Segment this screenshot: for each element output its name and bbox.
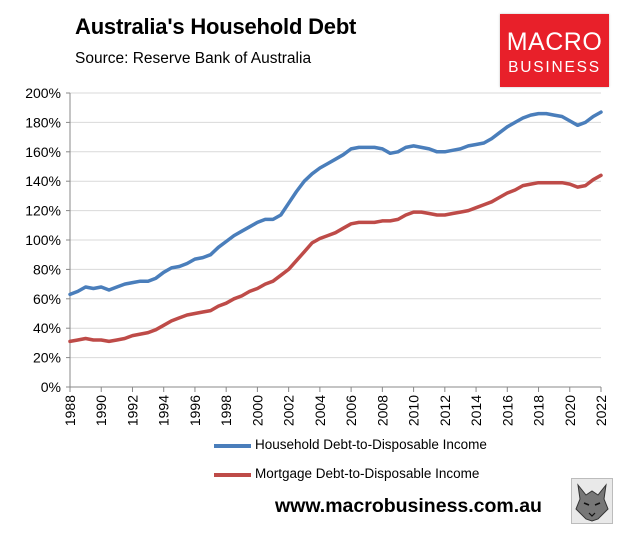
household-debt-line — [68, 110, 603, 297]
x-tick-label: 1990 — [93, 395, 109, 426]
wolf-logo-icon — [571, 478, 613, 524]
x-tick-label: 2002 — [281, 395, 297, 426]
series-lines — [68, 110, 603, 344]
macrobusiness-logo: MACRO BUSINESS — [500, 14, 609, 87]
x-tick-label: 2022 — [593, 395, 609, 426]
x-tick-label: 1996 — [187, 395, 203, 426]
x-tick-label: 2006 — [343, 395, 359, 426]
x-tick-label: 2004 — [312, 395, 328, 426]
logo-line-2: BUSINESS — [508, 59, 601, 76]
y-tick-label: 0% — [41, 379, 61, 395]
x-tick-label: 1992 — [124, 395, 140, 426]
x-tick-label: 2016 — [499, 395, 515, 426]
y-tick-label: 120% — [25, 203, 61, 219]
chart-title: Australia's Household Debt — [75, 14, 357, 39]
x-tick-label: 2000 — [249, 395, 265, 426]
x-tick-label: 2008 — [374, 395, 390, 426]
y-tick-label: 100% — [25, 232, 61, 248]
legend-swatch-household — [214, 444, 251, 448]
y-tick-label: 80% — [33, 261, 61, 277]
y-tick-label: 20% — [33, 350, 61, 366]
footer-website-link[interactable]: www.macrobusiness.com.au — [275, 495, 542, 517]
x-tick-label: 1998 — [218, 395, 234, 426]
y-tick-label: 160% — [25, 144, 61, 160]
logo-line-1: MACRO — [506, 28, 603, 56]
x-tick-label: 1988 — [62, 395, 78, 426]
mortgage-debt-line — [68, 173, 603, 344]
y-tick-label: 60% — [33, 291, 61, 307]
gridlines — [70, 92, 601, 359]
y-tick-label: 40% — [33, 320, 61, 336]
x-tick-label: 2020 — [562, 395, 578, 426]
chart-source: Source: Reserve Bank of Australia — [75, 50, 312, 67]
axes — [66, 92, 602, 392]
legend-label-household: Household Debt-to-Disposable Income — [255, 437, 487, 452]
x-tick-label: 2010 — [406, 395, 422, 426]
x-tick-label: 2014 — [468, 395, 484, 426]
y-tick-labels: 0% 20% 40% 60% 80% 100% 120% 140% 160% 180% 200% — [25, 85, 61, 395]
y-tick-label: 140% — [25, 173, 61, 189]
x-tick-label: 1994 — [156, 395, 172, 426]
y-tick-label: 200% — [25, 85, 61, 101]
legend-swatch-mortgage — [214, 473, 251, 477]
x-tick-label: 2012 — [437, 395, 453, 426]
legend-label-mortgage: Mortgage Debt-to-Disposable Income — [255, 466, 480, 481]
x-tick-label: 2018 — [531, 395, 547, 426]
line-chart: 0% 20% 40% 60% 80% 100% 120% 140% 160% 180% 200% 1… — [25, 85, 609, 426]
y-tick-label: 180% — [25, 114, 61, 130]
x-tick-labels: 1988 1990 1992 1994 1996 1998 2000 2002 2004 2006… — [62, 395, 609, 426]
